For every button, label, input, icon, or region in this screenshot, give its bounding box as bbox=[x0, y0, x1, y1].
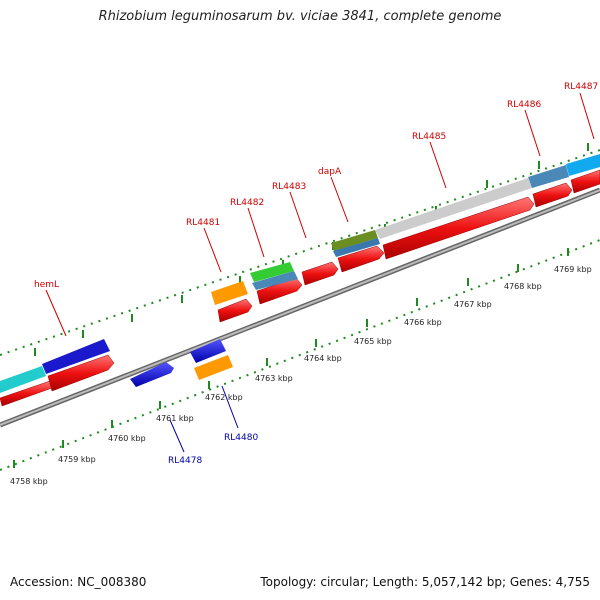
label-RL4486: RL4486 bbox=[507, 100, 541, 110]
gene-labels-bottom: RL4478 RL4480 bbox=[168, 433, 258, 466]
accession-label: Accession: NC_008380 bbox=[10, 575, 147, 589]
bar-cyan bbox=[0, 366, 46, 393]
topology-label: Topology: circular; Length: 5,057,142 bp… bbox=[260, 575, 590, 589]
bar-RL4482-green bbox=[250, 262, 294, 282]
bar-RL4485-gray bbox=[375, 178, 532, 239]
gene-RL4480-cds bbox=[194, 355, 233, 380]
kbp-4769: 4769 kbp bbox=[554, 265, 592, 274]
reverse-strand-genes[interactable] bbox=[130, 339, 233, 387]
label-dapA: dapA bbox=[318, 167, 342, 177]
gene-dapA-cds bbox=[337, 245, 385, 273]
kbp-4761: 4761 kbp bbox=[156, 414, 194, 423]
bar-hemL-blue bbox=[42, 339, 110, 374]
kbp-4764: 4764 kbp bbox=[304, 354, 342, 363]
kbp-4768: 4768 kbp bbox=[504, 282, 542, 291]
bar-dapA-steel bbox=[333, 238, 380, 257]
gene-RL4483-cds bbox=[301, 261, 339, 286]
label-RL4478: RL4478 bbox=[168, 456, 202, 466]
kbp-4758: 4758 kbp bbox=[10, 477, 48, 486]
gene-RL4481-cds bbox=[217, 298, 253, 323]
lower-major-ticks bbox=[13, 248, 569, 468]
label-RL4481: RL4481 bbox=[186, 218, 220, 228]
gene-labels-top: hemL RL4481 RL4482 RL4483 dapA RL4485 RL… bbox=[34, 82, 598, 290]
kbp-4763: 4763 kbp bbox=[255, 374, 293, 383]
gene-RL4485-cds bbox=[382, 196, 535, 260]
bar-RL4481-orange bbox=[211, 281, 248, 305]
lower-ruler bbox=[0, 239, 600, 471]
label-hemL: hemL bbox=[34, 280, 59, 290]
bar-RL4486-steel bbox=[528, 165, 569, 188]
kbp-4762: 4762 kbp bbox=[205, 393, 243, 402]
gene-RL4479-cds bbox=[190, 339, 226, 363]
annotation-bars[interactable] bbox=[0, 154, 600, 393]
bar-RL4487-cyan bbox=[566, 154, 600, 176]
kbp-4760: 4760 kbp bbox=[108, 434, 146, 443]
kbp-4767: 4767 kbp bbox=[454, 300, 492, 309]
label-leaders bbox=[45, 92, 595, 453]
gene-RL4487-cds bbox=[570, 169, 600, 194]
bar-dapA-olive bbox=[331, 230, 378, 251]
kbp-4759: 4759 kbp bbox=[58, 455, 96, 464]
genome-title: Rhizobium leguminosarum bv. viciae 3841,… bbox=[98, 9, 502, 24]
kbp-labels: 4758 kbp 4759 kbp 4760 kbp 4761 kbp 4762… bbox=[10, 265, 592, 486]
label-RL4487: RL4487 bbox=[564, 82, 598, 92]
label-RL4483: RL4483 bbox=[272, 182, 306, 192]
upper-major-ticks bbox=[34, 143, 589, 356]
label-RL4482: RL4482 bbox=[230, 198, 264, 208]
label-RL4480: RL4480 bbox=[224, 433, 258, 443]
upper-ruler bbox=[0, 149, 600, 356]
bar-RL4482-steel bbox=[252, 271, 298, 290]
gene-hemL-cds bbox=[47, 354, 115, 392]
forward-strand-genes[interactable] bbox=[0, 169, 600, 407]
gene-RL4478-cds bbox=[130, 362, 174, 387]
gene-RL4486-cds bbox=[532, 182, 573, 208]
kbp-4766: 4766 kbp bbox=[404, 318, 442, 327]
kbp-4765: 4765 kbp bbox=[354, 337, 392, 346]
label-RL4485: RL4485 bbox=[412, 132, 446, 142]
